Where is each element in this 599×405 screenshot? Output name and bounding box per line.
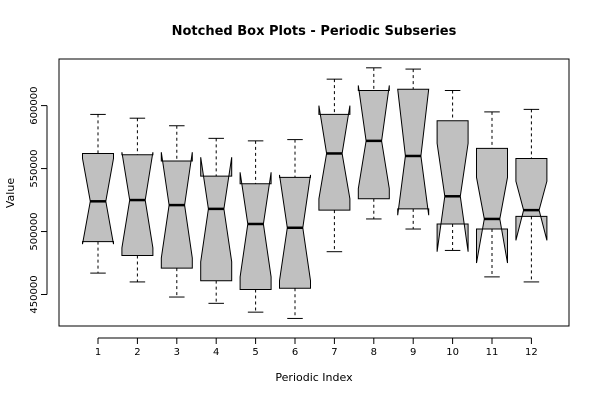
box-3: [160, 125, 193, 298]
notched-box: [397, 88, 430, 216]
notched-box: [318, 105, 351, 211]
notched-box: [436, 120, 469, 252]
plot-frame: [58, 58, 570, 327]
x-tick-label: 6: [292, 347, 298, 358]
x-axis-label: Periodic Index: [275, 371, 353, 384]
notched-box: [160, 152, 193, 269]
chart-title: Notched Box Plots - Periodic Subseries: [172, 24, 457, 39]
notched-box: [515, 158, 548, 241]
x-tick-label: 11: [486, 347, 499, 358]
notched-box: [121, 152, 154, 256]
x-tick-label: 1: [95, 347, 101, 358]
x-tick-label: 7: [331, 347, 337, 358]
x-tick-label: 4: [213, 347, 219, 358]
y-tick-label: 600000: [29, 87, 40, 125]
y-tick-label: 550000: [29, 149, 40, 187]
box-11: [476, 111, 508, 278]
box-4: [200, 137, 233, 304]
box-12: [515, 108, 548, 283]
notched-box: [239, 172, 272, 290]
x-tick-label: 9: [410, 347, 416, 358]
notched-box: [279, 174, 311, 289]
x-tick-label: 12: [525, 347, 538, 358]
box-7: [318, 78, 351, 253]
box-10: [436, 89, 469, 252]
y-tick-label: 450000: [29, 275, 40, 313]
box-5: [239, 140, 272, 313]
x-tick-label: 2: [134, 347, 140, 358]
box-9: [397, 68, 430, 230]
box-6: [279, 139, 311, 319]
y-axis-label: Value: [4, 178, 17, 208]
boxes-layer: [82, 67, 548, 319]
x-tick-label: 8: [371, 347, 377, 358]
notched-box: [82, 153, 114, 245]
x-tick-label: 10: [446, 347, 459, 358]
box-2: [121, 117, 154, 283]
y-tick-label: 500000: [29, 212, 40, 250]
x-tick-label: 5: [252, 347, 258, 358]
notched-box: [200, 157, 233, 282]
box-1: [82, 113, 114, 274]
x-tick-label: 3: [174, 347, 180, 358]
notched-box: [476, 147, 508, 264]
box-8: [357, 67, 390, 220]
